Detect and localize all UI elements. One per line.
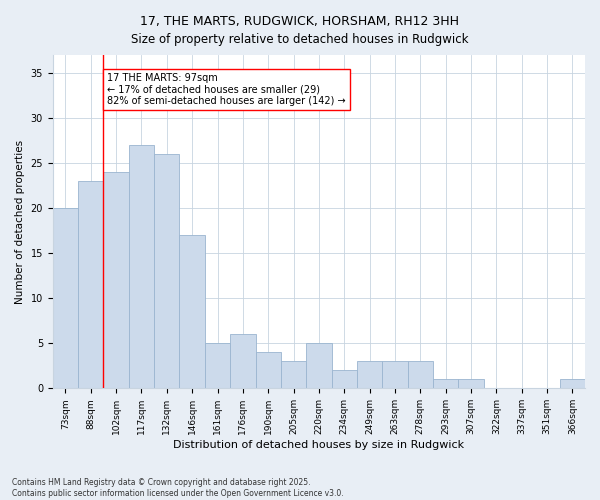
Bar [357,362,382,388]
Bar [179,235,205,388]
Bar [281,362,306,388]
Bar [230,334,256,388]
Text: 17, THE MARTS, RUDGWICK, HORSHAM, RH12 3HH: 17, THE MARTS, RUDGWICK, HORSHAM, RH12 3… [140,15,460,28]
Bar [332,370,357,388]
Bar [306,344,332,388]
Bar [154,154,179,388]
Y-axis label: Number of detached properties: Number of detached properties [15,140,25,304]
Bar [103,172,129,388]
Bar [129,145,154,388]
Bar [205,344,230,388]
Bar [53,208,78,388]
Bar [382,362,407,388]
Bar [78,181,103,388]
Bar [407,362,433,388]
Text: Contains HM Land Registry data © Crown copyright and database right 2025.
Contai: Contains HM Land Registry data © Crown c… [12,478,344,498]
Text: Size of property relative to detached houses in Rudgwick: Size of property relative to detached ho… [131,32,469,46]
Bar [433,380,458,388]
X-axis label: Distribution of detached houses by size in Rudgwick: Distribution of detached houses by size … [173,440,464,450]
Bar [458,380,484,388]
Bar [256,352,281,388]
Text: 17 THE MARTS: 97sqm
← 17% of detached houses are smaller (29)
82% of semi-detach: 17 THE MARTS: 97sqm ← 17% of detached ho… [107,73,346,106]
Bar [560,380,585,388]
